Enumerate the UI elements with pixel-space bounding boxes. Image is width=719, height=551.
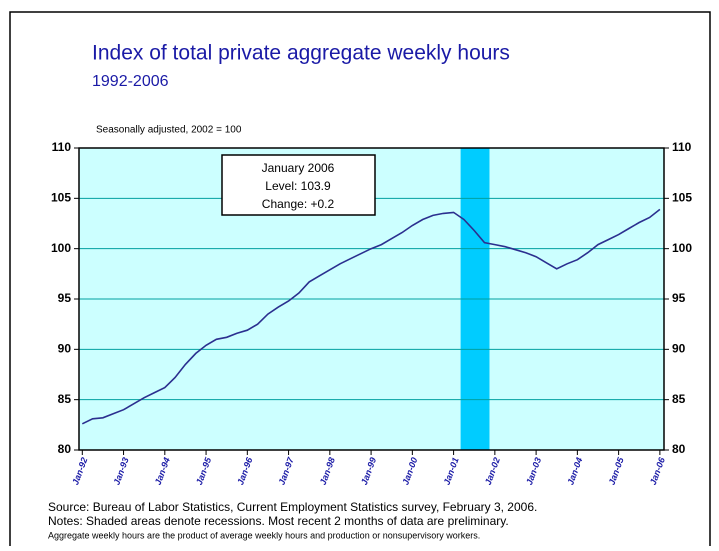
y-tick-label: 95 <box>58 291 72 305</box>
x-tick-label: Jan-98 <box>318 456 337 486</box>
frame <box>9 11 711 546</box>
y-tick-label: 105 <box>51 191 71 205</box>
y2-tick-label: 85 <box>672 392 686 406</box>
x-tick-label: Jan-05 <box>607 455 626 486</box>
x-tick-label: Jan-06 <box>648 455 667 486</box>
x-tick-label: Jan-93 <box>112 456 131 486</box>
annotation-text: Level: 103.9 <box>265 179 331 193</box>
y2-tick-label: 80 <box>672 442 686 456</box>
x-tick-label: Jan-02 <box>483 456 502 486</box>
x-tick-label: Jan-99 <box>359 456 378 486</box>
y-tick-label: 110 <box>52 140 72 154</box>
footnote: Aggregate weekly hours are the product o… <box>48 530 480 540</box>
y2-tick-label: 95 <box>672 291 686 305</box>
y2-tick-label: 110 <box>672 140 692 154</box>
y2-tick-label: 100 <box>672 241 692 255</box>
y-tick-label: 90 <box>58 342 72 356</box>
footnote: Source: Bureau of Labor Statistics, Curr… <box>48 500 537 514</box>
annotation-box <box>221 154 376 216</box>
y-tick-label: 80 <box>58 442 72 456</box>
x-tick-label: Jan-92 <box>70 456 89 486</box>
y-tick-label: 100 <box>51 241 71 255</box>
plot-border <box>78 147 665 451</box>
annotation-text: Change: +0.2 <box>262 197 335 211</box>
y-tick-label: 85 <box>58 392 72 406</box>
data-line <box>81 208 661 425</box>
annotation-text: January 2006 <box>262 161 335 175</box>
x-tick-label: Jan-96 <box>235 455 254 486</box>
x-tick-label: Jan-01 <box>442 456 461 486</box>
chart-subtitle: 1992-2006 <box>92 73 169 90</box>
x-tick-label: Jan-94 <box>153 456 172 486</box>
footnote: Notes: Shaded areas denote recessions. M… <box>48 514 509 528</box>
x-tick-label: Jan-03 <box>524 456 543 486</box>
x-tick-label: Jan-04 <box>565 456 584 486</box>
chart-title: Index of total private aggregate weekly … <box>92 42 510 65</box>
x-tick-label: Jan-95 <box>194 455 213 486</box>
y2-tick-label: 90 <box>672 342 686 356</box>
x-tick-label: Jan-97 <box>277 455 296 486</box>
x-tick-label: Jan-00 <box>400 456 419 486</box>
note: Seasonally adjusted, 2002 = 100 <box>96 125 242 136</box>
y2-tick-label: 105 <box>672 191 692 205</box>
